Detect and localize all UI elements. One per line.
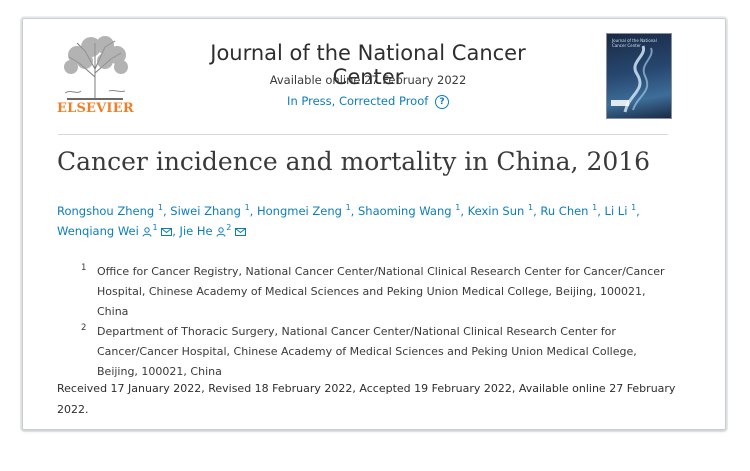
author-link[interactable]: Shaoming Wang 1 — [357, 203, 461, 218]
affiliation-list: 1 Office for Cancer Registry, National C… — [57, 262, 677, 382]
affiliation-number: 2 — [81, 323, 87, 333]
author-list: Rongshou Zheng 1, Siwei Zhang 1, Hongmei… — [57, 203, 640, 238]
elsevier-tree-icon — [57, 33, 133, 103]
cover-art-icon — [611, 45, 653, 113]
author-link[interactable]: Ru Chen 1 — [540, 203, 598, 218]
affiliation-item: 1 Office for Cancer Registry, National C… — [57, 262, 677, 322]
author-link-corresponding[interactable]: Wenqiang Wei 1 — [57, 224, 173, 238]
article-status-label[interactable]: In Press, Corrected Proof — [287, 94, 429, 108]
affiliation-text: Department of Thoracic Surgery, National… — [97, 325, 637, 378]
available-online-date: Available online 27 February 2022 — [269, 73, 467, 87]
journal-cover-image[interactable]: Journal of the National Cancer Center — [606, 33, 672, 119]
elsevier-logo-image[interactable] — [57, 33, 133, 119]
article-history: Received 17 January 2022, Revised 18 Feb… — [57, 382, 676, 416]
person-icon — [142, 226, 152, 237]
author-link[interactable]: Kexin Sun 1 — [467, 203, 534, 218]
author-link[interactable]: Siwei Zhang 1 — [170, 203, 250, 218]
mail-icon[interactable] — [235, 227, 246, 236]
help-circle-icon[interactable]: ? — [434, 94, 449, 109]
article-header-card: ELSEVIER Journal of the National Cancer … — [22, 18, 726, 430]
article-title: Cancer incidence and mortality in China,… — [57, 147, 651, 176]
author-link[interactable]: Rongshou Zheng 1 — [57, 203, 163, 218]
affiliation-number: 1 — [81, 263, 87, 273]
affiliation-text: Office for Cancer Registry, National Can… — [97, 265, 665, 318]
cover-title-text: Journal of the National Cancer Center — [612, 38, 657, 48]
person-icon — [216, 226, 226, 237]
header-divider — [58, 134, 668, 135]
author-link[interactable]: Hongmei Zeng 1 — [256, 203, 351, 218]
elsevier-wordmark[interactable]: ELSEVIER — [57, 101, 134, 116]
article-status[interactable]: In Press, Corrected Proof ? — [173, 94, 563, 109]
affiliation-item: 2 Department of Thoracic Surgery, Nation… — [57, 322, 677, 382]
author-link[interactable]: Li Li 1 — [604, 203, 637, 218]
author-link-corresponding[interactable]: Jie He 2 — [180, 224, 246, 238]
mail-icon[interactable] — [161, 227, 173, 236]
journal-title[interactable]: Journal of the National Cancer Center — [210, 41, 526, 89]
